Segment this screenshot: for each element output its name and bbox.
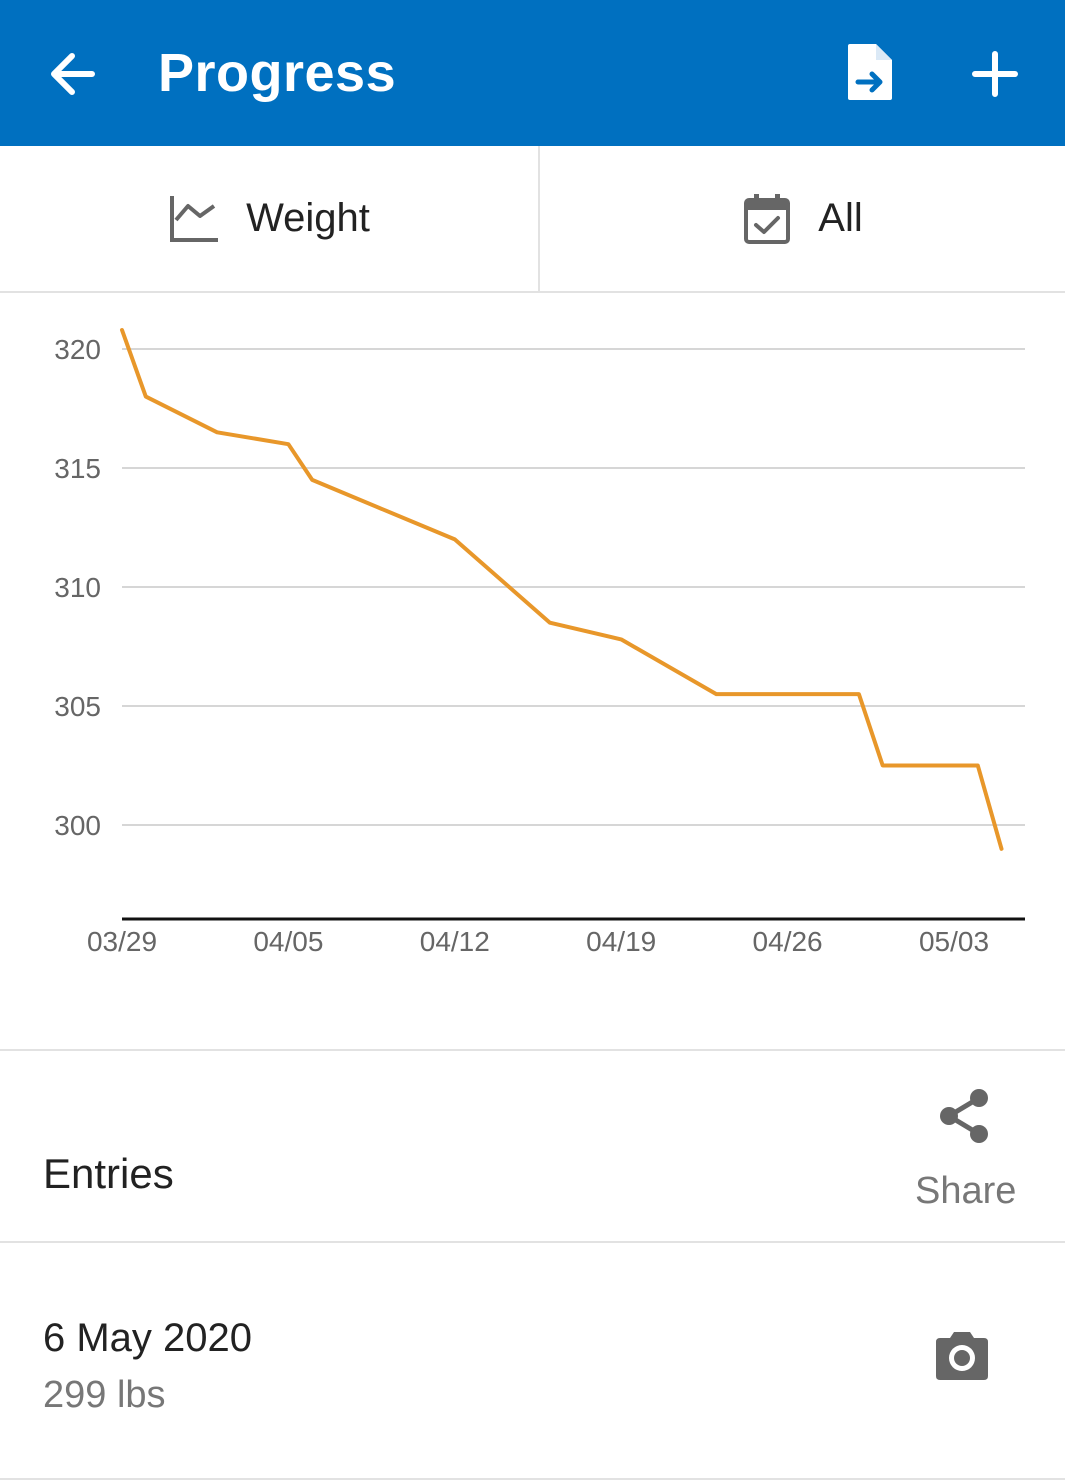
y-tick-label: 300 — [54, 810, 101, 841]
y-tick-label: 310 — [54, 572, 101, 603]
y-tick-label: 315 — [54, 453, 101, 484]
range-selector[interactable]: All — [540, 146, 1065, 291]
divider — [0, 1478, 1065, 1480]
export-button[interactable] — [840, 40, 900, 104]
range-label: All — [818, 196, 863, 240]
x-tick-label: 04/05 — [253, 926, 323, 957]
entry-date: 6 May 2020 — [43, 1316, 253, 1360]
plus-icon — [972, 51, 1018, 97]
chart-selector: Weight All — [0, 146, 1065, 293]
metric-label: Weight — [246, 196, 370, 240]
camera-icon — [936, 1332, 988, 1380]
list-item[interactable] — [0, 1244, 1065, 1478]
calendar-check-icon — [744, 193, 791, 244]
share-icon — [940, 1089, 988, 1143]
line-chart-icon — [170, 195, 219, 242]
entries-title: Entries — [43, 1150, 174, 1197]
x-tick-label: 04/19 — [586, 926, 656, 957]
back-button[interactable] — [44, 44, 104, 104]
arrow-left-icon — [51, 53, 95, 95]
share-label: Share — [915, 1170, 1017, 1212]
add-photo-button[interactable] — [932, 1330, 998, 1390]
x-tick-label: 04/12 — [420, 926, 490, 957]
divider — [0, 1049, 1065, 1051]
page-title: Progress — [158, 43, 397, 103]
share-button[interactable]: Share — [905, 1082, 1025, 1222]
weight-chart: 320 315 310 305 300 03/29 04/05 04/12 04/19 04/26… — [0, 293, 1065, 1013]
divider — [0, 1241, 1065, 1243]
x-tick-label: 04/26 — [753, 926, 823, 957]
weight-chart-svg: 320 315 310 305 300 03/29 04/05 04/12 04/19 04/26… — [54, 328, 1025, 957]
app-bar: Progress — [0, 0, 1065, 146]
add-button[interactable] — [965, 44, 1025, 104]
y-tick-label: 320 — [54, 334, 101, 365]
x-tick-label: 03/29 — [87, 926, 157, 957]
weight-series-line — [120, 328, 1004, 851]
entry-value: 299 lbs — [43, 1374, 166, 1416]
y-tick-label: 305 — [54, 691, 101, 722]
metric-selector[interactable]: Weight — [0, 146, 540, 291]
x-tick-label: 05/03 — [919, 926, 989, 957]
file-export-icon — [848, 44, 892, 100]
